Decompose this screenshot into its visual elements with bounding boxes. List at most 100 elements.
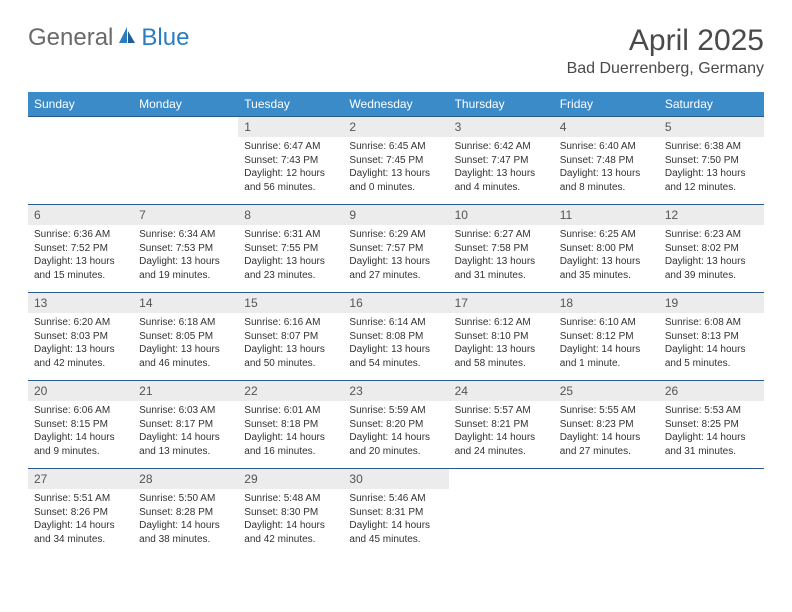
calendar-cell: 22Sunrise: 6:01 AMSunset: 8:18 PMDayligh… [238, 381, 343, 469]
sunrise-line: Sunrise: 5:48 AM [244, 492, 337, 506]
sunrise-line: Sunrise: 6:31 AM [244, 228, 337, 242]
daylight-line: Daylight: 14 hours and 31 minutes. [665, 431, 758, 458]
sunrise-line: Sunrise: 5:46 AM [349, 492, 442, 506]
calendar-cell: 16Sunrise: 6:14 AMSunset: 8:08 PMDayligh… [343, 293, 448, 381]
sunset-line: Sunset: 8:08 PM [349, 330, 442, 344]
sunset-line: Sunset: 8:20 PM [349, 418, 442, 432]
daylight-line: Daylight: 13 hours and 8 minutes. [560, 167, 653, 194]
calendar-header-row: SundayMondayTuesdayWednesdayThursdayFrid… [28, 92, 764, 117]
day-header: Saturday [659, 92, 764, 117]
daylight-line: Daylight: 13 hours and 4 minutes. [455, 167, 548, 194]
calendar-cell: 14Sunrise: 6:18 AMSunset: 8:05 PMDayligh… [133, 293, 238, 381]
daylight-line: Daylight: 14 hours and 5 minutes. [665, 343, 758, 370]
sunset-line: Sunset: 8:07 PM [244, 330, 337, 344]
daylight-line: Daylight: 13 hours and 0 minutes. [349, 167, 442, 194]
daylight-line: Daylight: 13 hours and 42 minutes. [34, 343, 127, 370]
day-number: 17 [449, 293, 554, 313]
calendar-cell: 28Sunrise: 5:50 AMSunset: 8:28 PMDayligh… [133, 469, 238, 557]
sunset-line: Sunset: 7:45 PM [349, 154, 442, 168]
sunrise-line: Sunrise: 6:25 AM [560, 228, 653, 242]
day-number: 2 [343, 117, 448, 137]
sunrise-line: Sunrise: 6:18 AM [139, 316, 232, 330]
daylight-line: Daylight: 14 hours and 34 minutes. [34, 519, 127, 546]
header: General Blue April 2025 Bad Duerrenberg,… [28, 24, 764, 78]
sunset-line: Sunset: 8:02 PM [665, 242, 758, 256]
daylight-line: Daylight: 13 hours and 54 minutes. [349, 343, 442, 370]
sunrise-line: Sunrise: 6:12 AM [455, 316, 548, 330]
sunrise-line: Sunrise: 5:59 AM [349, 404, 442, 418]
sunset-line: Sunset: 7:50 PM [665, 154, 758, 168]
day-number: 21 [133, 381, 238, 401]
sunrise-line: Sunrise: 6:47 AM [244, 140, 337, 154]
day-body: Sunrise: 6:45 AMSunset: 7:45 PMDaylight:… [343, 137, 448, 198]
day-number: 13 [28, 293, 133, 313]
day-number: 22 [238, 381, 343, 401]
sunrise-line: Sunrise: 6:34 AM [139, 228, 232, 242]
sunset-line: Sunset: 8:21 PM [455, 418, 548, 432]
calendar-cell: 24Sunrise: 5:57 AMSunset: 8:21 PMDayligh… [449, 381, 554, 469]
calendar-cell: 11 Sunrise: 6:25 AMSunset: 8:00 PMDayligh… [554, 205, 659, 293]
daylight-line: Daylight: 14 hours and 1 minute. [560, 343, 653, 370]
calendar-cell: 18Sunrise: 6:10 AMSunset: 8:12 PMDayligh… [554, 293, 659, 381]
day-body: Sunrise: 5:59 AMSunset: 8:20 PMDaylight:… [343, 401, 448, 462]
day-number: 29 [238, 469, 343, 489]
daylight-line: Daylight: 14 hours and 38 minutes. [139, 519, 232, 546]
calendar-cell: 26Sunrise: 5:53 AMSunset: 8:25 PMDayligh… [659, 381, 764, 469]
calendar-cell: 8Sunrise: 6:31 AMSunset: 7:55 PMDaylight… [238, 205, 343, 293]
day-number: 15 [238, 293, 343, 313]
day-body: Sunrise: 6:14 AMSunset: 8:08 PMDaylight:… [343, 313, 448, 374]
daylight-line: Daylight: 13 hours and 12 minutes. [665, 167, 758, 194]
sunset-line: Sunset: 8:00 PM [560, 242, 653, 256]
day-number: 18 [554, 293, 659, 313]
day-body: Sunrise: 6:27 AMSunset: 7:58 PMDaylight:… [449, 225, 554, 286]
daylight-line: Daylight: 13 hours and 31 minutes. [455, 255, 548, 282]
calendar-cell [133, 117, 238, 205]
logo-text-blue: Blue [141, 24, 189, 52]
daylight-line: Daylight: 12 hours and 56 minutes. [244, 167, 337, 194]
day-body: Sunrise: 5:48 AMSunset: 8:30 PMDaylight:… [238, 489, 343, 550]
day-body: Sunrise: 6:34 AMSunset: 7:53 PMDaylight:… [133, 225, 238, 286]
sunset-line: Sunset: 8:25 PM [665, 418, 758, 432]
day-body: Sunrise: 6:06 AMSunset: 8:15 PMDaylight:… [28, 401, 133, 462]
sunset-line: Sunset: 8:17 PM [139, 418, 232, 432]
location: Bad Duerrenberg, Germany [567, 60, 764, 78]
calendar-table: SundayMondayTuesdayWednesdayThursdayFrid… [28, 92, 764, 557]
sunset-line: Sunset: 8:12 PM [560, 330, 653, 344]
daylight-line: Daylight: 13 hours and 35 minutes. [560, 255, 653, 282]
day-body: Sunrise: 6:03 AMSunset: 8:17 PMDaylight:… [133, 401, 238, 462]
calendar-cell [449, 469, 554, 557]
day-number: 1 [238, 117, 343, 137]
daylight-line: Daylight: 13 hours and 58 minutes. [455, 343, 548, 370]
daylight-line: Daylight: 14 hours and 13 minutes. [139, 431, 232, 458]
day-number: 6 [28, 205, 133, 225]
sunrise-line: Sunrise: 6:23 AM [665, 228, 758, 242]
sunrise-line: Sunrise: 6:14 AM [349, 316, 442, 330]
day-body: Sunrise: 6:16 AMSunset: 8:07 PMDaylight:… [238, 313, 343, 374]
calendar-cell: 5Sunrise: 6:38 AMSunset: 7:50 PMDaylight… [659, 117, 764, 205]
day-body: Sunrise: 6:29 AMSunset: 7:57 PMDaylight:… [343, 225, 448, 286]
day-number: 11 [554, 205, 659, 225]
sunset-line: Sunset: 8:03 PM [34, 330, 127, 344]
logo-sail-icon [117, 24, 137, 52]
sunset-line: Sunset: 7:47 PM [455, 154, 548, 168]
daylight-line: Daylight: 13 hours and 27 minutes. [349, 255, 442, 282]
day-body: Sunrise: 6:20 AMSunset: 8:03 PMDaylight:… [28, 313, 133, 374]
day-header: Thursday [449, 92, 554, 117]
sunset-line: Sunset: 8:31 PM [349, 506, 442, 520]
sunset-line: Sunset: 8:05 PM [139, 330, 232, 344]
sunset-line: Sunset: 8:26 PM [34, 506, 127, 520]
daylight-line: Daylight: 14 hours and 16 minutes. [244, 431, 337, 458]
sunset-line: Sunset: 8:13 PM [665, 330, 758, 344]
day-number: 12 [659, 205, 764, 225]
day-number: 9 [343, 205, 448, 225]
calendar-cell: 27Sunrise: 5:51 AMSunset: 8:26 PMDayligh… [28, 469, 133, 557]
calendar-cell [28, 117, 133, 205]
day-number: 30 [343, 469, 448, 489]
day-number: 24 [449, 381, 554, 401]
logo: General Blue [28, 24, 189, 52]
sunset-line: Sunset: 7:48 PM [560, 154, 653, 168]
day-number: 23 [343, 381, 448, 401]
daylight-line: Daylight: 13 hours and 19 minutes. [139, 255, 232, 282]
day-number: 7 [133, 205, 238, 225]
calendar-cell: 20Sunrise: 6:06 AMSunset: 8:15 PMDayligh… [28, 381, 133, 469]
